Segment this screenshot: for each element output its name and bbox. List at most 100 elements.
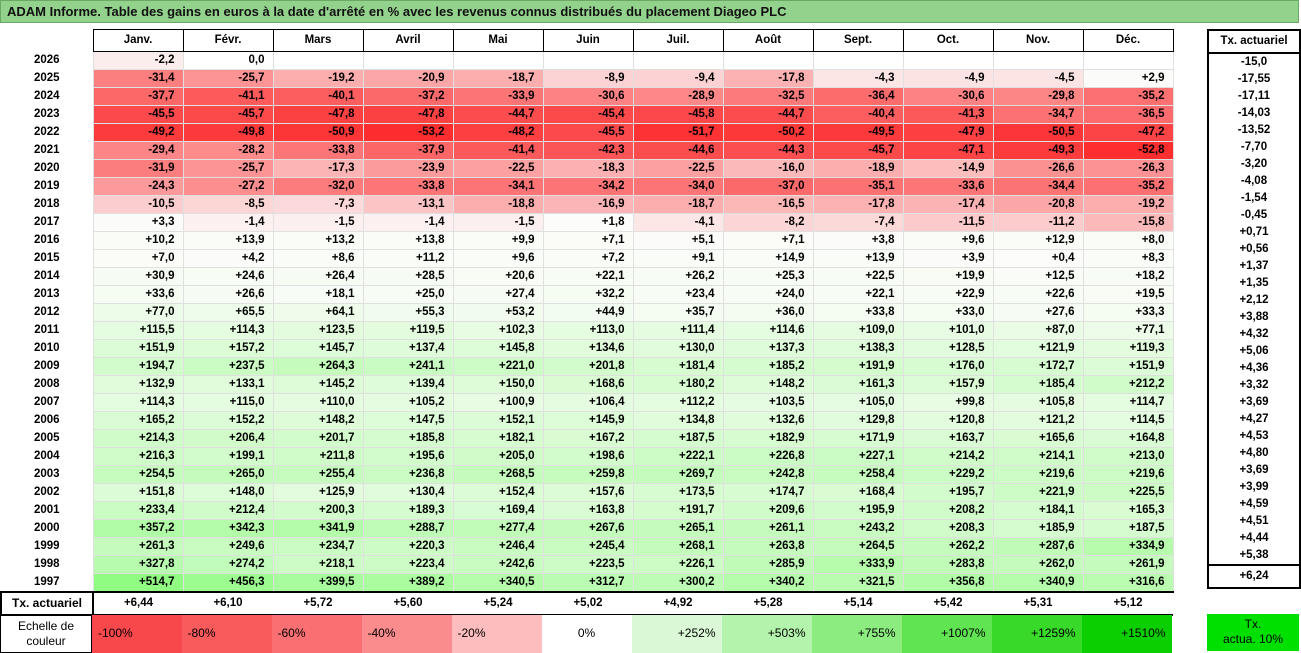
value-cell: +114,5 bbox=[1082, 411, 1174, 430]
annual-rate-summary-cell: +5,02 bbox=[543, 591, 633, 616]
value-cell: +7,1 bbox=[722, 231, 814, 250]
value-cell: +200,3 bbox=[272, 501, 364, 520]
value-cell: +357,2 bbox=[92, 519, 184, 538]
year-cell: 2019 bbox=[33, 180, 60, 192]
value-cell: +209,6 bbox=[722, 501, 814, 520]
annual-rate-row: -4,08 bbox=[1207, 173, 1301, 190]
value-cell: +113,0 bbox=[542, 321, 634, 340]
value-cell: +242,6 bbox=[452, 555, 544, 574]
value-cell: +195,6 bbox=[362, 447, 454, 466]
value-cell: +151,9 bbox=[92, 339, 184, 358]
annual-rate-cell: +5,38 bbox=[1207, 547, 1301, 565]
value-cell: +264,3 bbox=[272, 357, 364, 376]
table-row: 2008 +132,9 +133,1 +145,2 +139,4 +150,0 +168,6… bbox=[1, 375, 1174, 394]
value-cell: -42,3 bbox=[542, 141, 634, 160]
value-cell: +18,2 bbox=[1082, 267, 1174, 286]
value-cell: +27,4 bbox=[452, 285, 544, 304]
year-cell: 2024 bbox=[33, 90, 60, 102]
value-cell: +233,4 bbox=[92, 501, 184, 520]
value-cell: -15,8 bbox=[1082, 213, 1174, 232]
annual-rate-row: -14,03 bbox=[1207, 105, 1301, 122]
value-cell: -19,2 bbox=[272, 69, 364, 88]
value-cell: +114,3 bbox=[182, 321, 274, 340]
table-row: 2010 +151,9 +157,2 +145,7 +137,4 +145,8 +134,6… bbox=[1, 339, 1174, 358]
value-cell: +147,5 bbox=[362, 411, 454, 430]
annual-rate-summary-cell: +5,31 bbox=[993, 591, 1083, 616]
value-cell: -37,7 bbox=[92, 87, 184, 106]
value-cell: -34,0 bbox=[632, 177, 724, 196]
month-header: Juin bbox=[542, 29, 634, 52]
value-cell: +264,5 bbox=[812, 537, 904, 556]
value-cell: +168,4 bbox=[812, 483, 904, 502]
value-cell: -44,7 bbox=[722, 105, 814, 124]
table-row: 2017 +3,3 -1,4 -1,5 -1,4 -1,5 +1,8 -4,1 -8,2 -7,4… bbox=[1, 213, 1174, 232]
value-cell: +356,8 bbox=[902, 573, 994, 593]
value-cell: +151,9 bbox=[1082, 357, 1174, 376]
table-row: 2002 +151,8 +148,0 +125,9 +130,4 +152,4 +157,6… bbox=[1, 483, 1174, 502]
year-cell: 2015 bbox=[33, 252, 60, 264]
value-cell: +218,1 bbox=[272, 555, 364, 574]
table-row: 2004 +216,3 +199,1 +211,8 +195,6 +205,0 +198,6… bbox=[1, 447, 1174, 466]
value-cell: +2,9 bbox=[1082, 69, 1174, 88]
color-scale-swatch: +252% bbox=[631, 614, 722, 653]
value-cell: +285,9 bbox=[722, 555, 814, 574]
value-cell: +99,8 bbox=[902, 393, 994, 412]
value-cell: -4,1 bbox=[632, 213, 724, 232]
value-cell: -13,1 bbox=[362, 195, 454, 214]
value-cell: +7,2 bbox=[542, 249, 634, 268]
value-cell: -16,0 bbox=[722, 159, 814, 178]
annual-rate-cell: +3,99 bbox=[1207, 479, 1301, 496]
value-cell: +125,9 bbox=[272, 483, 364, 502]
year-cell: 2003 bbox=[33, 468, 60, 480]
value-cell: +8,6 bbox=[272, 249, 364, 268]
value-cell: +334,9 bbox=[1082, 537, 1174, 556]
value-cell: -26,3 bbox=[1082, 159, 1174, 178]
value-cell: +243,2 bbox=[812, 519, 904, 538]
annual-rate-summary-row: Tx. actuariel +6,44 +6,10 +5,72 +5,60 +5,24 +5… bbox=[0, 591, 1173, 616]
value-cell: +201,8 bbox=[542, 357, 634, 376]
color-scale-swatch: -20% bbox=[451, 614, 542, 653]
month-header: Juil. bbox=[632, 29, 724, 52]
color-scale-legend: Echelle de couleur -100% -80% -60% -40% -20%… bbox=[0, 614, 1172, 653]
value-cell: +12,5 bbox=[992, 267, 1084, 286]
annual-rate-row: -3,20 bbox=[1207, 156, 1301, 173]
value-cell: +53,2 bbox=[452, 303, 544, 322]
value-cell: -32,0 bbox=[272, 177, 364, 196]
value-cell: +8,3 bbox=[1082, 249, 1174, 268]
value-cell: +283,8 bbox=[902, 555, 994, 574]
value-cell: +133,1 bbox=[182, 375, 274, 394]
value-cell: +22,6 bbox=[992, 285, 1084, 304]
table-row: 2025 -31,4 -25,7 -19,2 -20,9 -18,7 -8,9 -9,4 -17… bbox=[1, 69, 1174, 88]
value-cell: +340,5 bbox=[452, 573, 544, 593]
value-cell bbox=[632, 51, 724, 70]
year-cell: 2021 bbox=[33, 144, 60, 156]
value-cell: -49,5 bbox=[812, 123, 904, 142]
value-cell: -45,5 bbox=[92, 105, 184, 124]
year-cell: 2025 bbox=[33, 72, 60, 84]
value-cell: +33,3 bbox=[1082, 303, 1174, 322]
value-cell: +111,4 bbox=[632, 321, 724, 340]
year-cell: 2009 bbox=[33, 360, 60, 372]
value-cell: +152,1 bbox=[452, 411, 544, 430]
value-cell: +214,1 bbox=[992, 447, 1084, 466]
value-cell bbox=[272, 51, 364, 70]
value-cell: -18,3 bbox=[542, 159, 634, 178]
value-cell: -16,9 bbox=[542, 195, 634, 214]
value-cell: +129,8 bbox=[812, 411, 904, 430]
value-cell: +148,2 bbox=[722, 375, 814, 394]
value-cell: +219,6 bbox=[1082, 465, 1174, 484]
value-cell: +261,1 bbox=[722, 519, 814, 538]
color-scale-row: Echelle de couleur -100% -80% -60% -40% -20%… bbox=[0, 614, 1172, 653]
value-cell: +206,4 bbox=[182, 429, 274, 448]
annual-rate-row: +3,69 bbox=[1207, 394, 1301, 411]
value-cell: +24,0 bbox=[722, 285, 814, 304]
value-cell: +134,6 bbox=[542, 339, 634, 358]
value-cell: +277,4 bbox=[452, 519, 544, 538]
value-cell: +213,0 bbox=[1082, 447, 1174, 466]
value-cell: +20,6 bbox=[452, 267, 544, 286]
value-cell: +87,0 bbox=[992, 321, 1084, 340]
value-cell: +120,8 bbox=[902, 411, 994, 430]
value-cell: +25,0 bbox=[362, 285, 454, 304]
value-cell: +168,6 bbox=[542, 375, 634, 394]
value-cell: +9,6 bbox=[452, 249, 544, 268]
